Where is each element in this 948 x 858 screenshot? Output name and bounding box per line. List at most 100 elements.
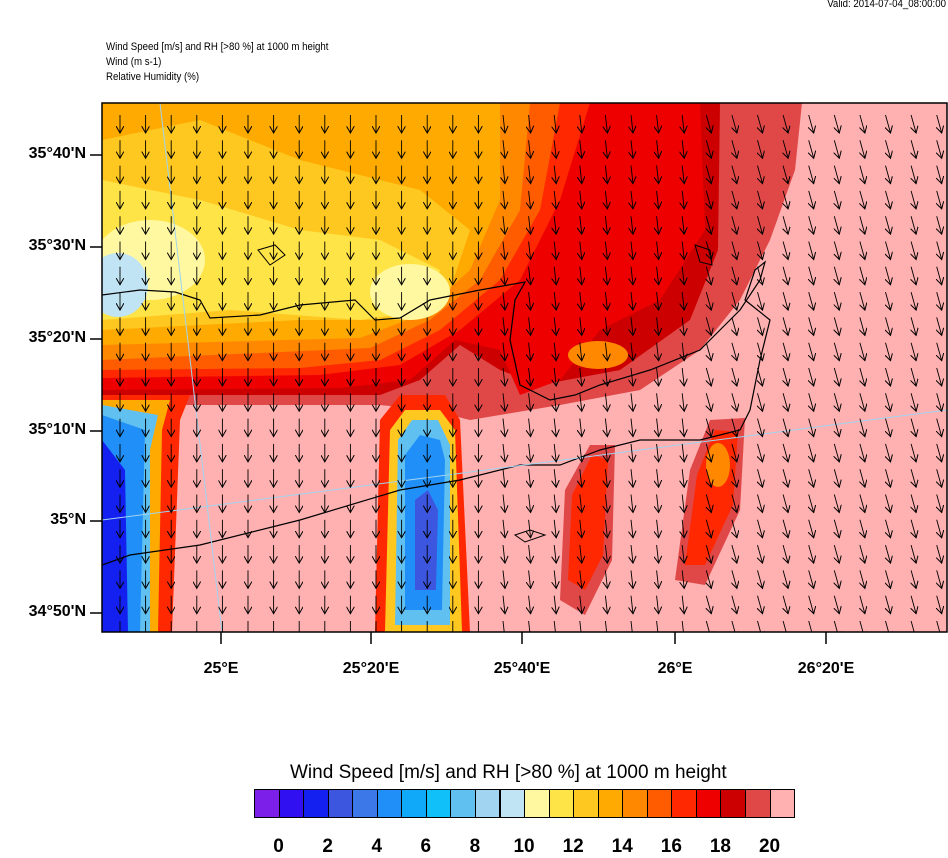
- wind-arrow: [605, 469, 607, 487]
- wind-arrow: [886, 140, 891, 158]
- wind-arrow: [503, 595, 505, 614]
- wind-arrow: [783, 494, 788, 513]
- wind-arrow: [682, 367, 684, 386]
- wind-arrow: [554, 292, 556, 310]
- wind-arrow: [657, 595, 659, 614]
- wind-arrow: [783, 393, 788, 411]
- wind-arrow: [682, 216, 684, 234]
- wind-arrow: [657, 393, 659, 411]
- wind-arrow: [886, 367, 891, 386]
- wind-arrow: [554, 418, 556, 437]
- wind-arrow: [682, 545, 684, 563]
- colorbar-label: 4: [371, 836, 383, 857]
- wind-arrow: [834, 165, 839, 184]
- wind-arrow: [911, 190, 916, 209]
- wind-arrow: [706, 393, 711, 411]
- wind-vectors: [120, 114, 942, 632]
- wind-arrow: [631, 545, 633, 563]
- wind-arrow: [937, 418, 942, 437]
- wind-arrow: [580, 241, 582, 260]
- wind-arrow: [809, 241, 814, 260]
- wind-arrow: [860, 342, 865, 361]
- wind-arrow: [529, 241, 531, 260]
- wind-arrow: [657, 114, 659, 133]
- wind-arrow: [758, 291, 763, 310]
- wind-arrow: [783, 469, 788, 487]
- wind-arrow: [657, 292, 659, 310]
- wind-arrow: [529, 545, 531, 563]
- colorbar-swatch: [474, 789, 501, 818]
- title-line-2: Wind (m s-1): [106, 56, 162, 68]
- wind-arrow: [529, 342, 531, 361]
- wind-arrow: [732, 190, 737, 209]
- wind-arrow: [554, 545, 556, 563]
- wind-arrow: [657, 241, 659, 260]
- wind-arrow: [580, 317, 582, 335]
- wind-arrow: [732, 393, 737, 411]
- wind-arrow: [657, 342, 659, 361]
- colorbar-swatch: [401, 789, 427, 818]
- wind-arrow: [860, 544, 865, 563]
- wind-arrow: [732, 519, 737, 538]
- colorbar-label: 18: [709, 836, 732, 857]
- wind-arrow: [834, 216, 839, 234]
- wind-arrow: [834, 367, 839, 386]
- wind-arrow: [732, 291, 737, 310]
- wind-arrow: [682, 266, 684, 285]
- wind-arrow: [605, 216, 607, 234]
- wind-arrow: [809, 317, 814, 335]
- wind-arrow: [529, 418, 531, 437]
- wind-arrow: [937, 620, 942, 632]
- wind-arrow: [503, 190, 505, 209]
- colorbar-label: 0: [273, 836, 284, 857]
- wind-arrow: [529, 317, 531, 335]
- wind-arrow: [732, 317, 737, 335]
- wind-arrow: [682, 292, 684, 310]
- wind-arrow: [631, 241, 633, 260]
- wind-arrow: [886, 241, 891, 260]
- wind-arrow: [911, 291, 916, 310]
- wind-arrow: [732, 418, 737, 437]
- wind-arrow: [503, 367, 505, 386]
- wind-arrow: [860, 291, 865, 310]
- wind-arrow: [706, 519, 711, 538]
- wind-arrow: [706, 494, 711, 513]
- wind-arrow: [503, 418, 505, 437]
- wind-arrow: [605, 418, 607, 437]
- wind-arrow: [911, 570, 916, 588]
- wind-arrow: [682, 140, 684, 158]
- wind-arrow: [758, 393, 763, 411]
- wind-arrow: [911, 494, 916, 513]
- wind-arrow: [605, 317, 607, 335]
- wind-arrow: [911, 216, 916, 234]
- wind-arrow: [860, 140, 865, 158]
- wind-arrow: [503, 519, 505, 538]
- wind-arrow: [605, 190, 607, 209]
- wind-arrow: [783, 165, 788, 184]
- wind-arrow: [809, 570, 814, 588]
- wind-arrow: [758, 114, 763, 133]
- lat-label: 35°30'N: [28, 237, 86, 254]
- wind-arrow: [605, 545, 607, 563]
- wind-arrow: [860, 620, 865, 632]
- wind-arrow: [706, 443, 711, 462]
- wind-arrow: [503, 620, 505, 632]
- lat-label: 35°40'N: [28, 145, 86, 162]
- wind-arrow: [657, 266, 659, 285]
- wind-arrow: [706, 418, 711, 437]
- wind-arrow: [886, 570, 891, 588]
- wind-arrow: [682, 241, 684, 260]
- wind-arrow: [783, 620, 788, 632]
- wind-arrow: [834, 570, 839, 588]
- wind-arrow: [937, 317, 942, 335]
- wind-arrow: [758, 469, 763, 487]
- wind-arrow: [529, 469, 531, 487]
- wind-arrow: [809, 595, 814, 614]
- wind-arrow: [809, 367, 814, 386]
- wind-arrow: [758, 165, 763, 184]
- wind-arrow: [529, 114, 531, 133]
- wind-arrow: [886, 190, 891, 209]
- wind-arrow: [758, 140, 763, 158]
- wind-arrow: [886, 291, 891, 310]
- map-frame: [101, 102, 948, 633]
